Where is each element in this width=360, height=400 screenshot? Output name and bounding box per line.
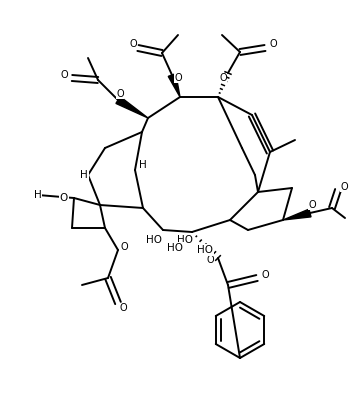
- Text: HO: HO: [177, 235, 193, 245]
- Text: H: H: [34, 190, 42, 200]
- Text: O: O: [206, 255, 214, 265]
- Polygon shape: [116, 96, 148, 118]
- Text: HO: HO: [197, 245, 213, 255]
- Text: H: H: [139, 160, 147, 170]
- Text: O: O: [119, 303, 127, 313]
- Text: O: O: [120, 242, 128, 252]
- Text: O: O: [308, 200, 316, 210]
- Text: HO: HO: [146, 235, 162, 245]
- Text: O: O: [60, 193, 68, 203]
- Text: O: O: [116, 89, 124, 99]
- Text: O: O: [340, 182, 348, 192]
- Polygon shape: [168, 74, 180, 97]
- Text: H: H: [80, 170, 88, 180]
- Text: O: O: [60, 70, 68, 80]
- Text: O: O: [129, 39, 137, 49]
- Text: O: O: [269, 39, 277, 49]
- Polygon shape: [283, 209, 311, 220]
- Text: O: O: [174, 73, 182, 83]
- Text: O: O: [261, 270, 269, 280]
- Text: O: O: [219, 73, 227, 83]
- Text: HO: HO: [167, 243, 183, 253]
